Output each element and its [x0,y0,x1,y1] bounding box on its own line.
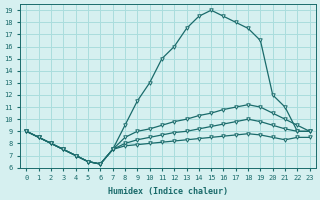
X-axis label: Humidex (Indice chaleur): Humidex (Indice chaleur) [108,187,228,196]
